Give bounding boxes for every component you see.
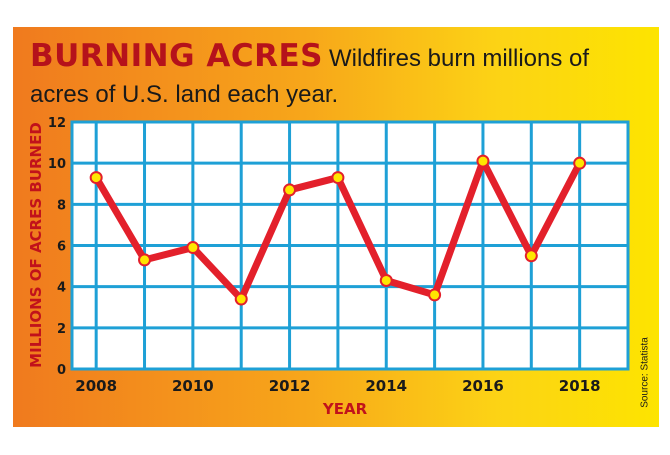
data-point (524, 249, 538, 263)
data-point (186, 241, 200, 255)
x-tick-label: 2014 (365, 377, 407, 395)
plot-border (70, 120, 630, 371)
data-point (573, 156, 587, 170)
y-tick-label: 8 (57, 198, 66, 213)
x-tick-label: 2008 (75, 377, 117, 395)
x-tick-label: 2018 (559, 377, 601, 395)
x-tick-label: 2012 (269, 377, 311, 395)
y-tick-label: 0 (57, 363, 66, 378)
y-tick-label: 4 (57, 281, 66, 296)
y-tick-label: 12 (48, 116, 66, 131)
data-point (476, 154, 490, 168)
source-note: Source: Statista (639, 337, 651, 408)
y-tick-label: 6 (57, 240, 66, 255)
headline-kicker: BURNING ACRES (30, 38, 323, 74)
x-tick-label: 2010 (172, 377, 214, 395)
y-tick-labels: 0 2 4 6 8 10 12 (48, 116, 66, 378)
data-point (138, 253, 152, 267)
data-point (89, 171, 103, 185)
data-series (89, 154, 587, 306)
x-tick-labels: 2008 2010 2012 2014 2016 2018 (75, 377, 600, 395)
data-point (234, 292, 248, 306)
y-axis-label: MILLIONS OF ACRES BURNED (27, 122, 45, 368)
data-point (379, 273, 393, 287)
y-tick-label: 10 (48, 157, 66, 172)
headline-subtitle: Wildfires burn millions of acres of U.S.… (30, 45, 590, 108)
y-tick-label: 2 (57, 322, 66, 337)
data-point (283, 183, 297, 197)
x-axis-label: YEAR (322, 400, 368, 418)
x-tick-label: 2016 (462, 377, 504, 395)
headline: BURNING ACRES Wildfires burn millions of … (30, 38, 640, 113)
data-point (331, 171, 345, 185)
data-point (428, 288, 442, 302)
